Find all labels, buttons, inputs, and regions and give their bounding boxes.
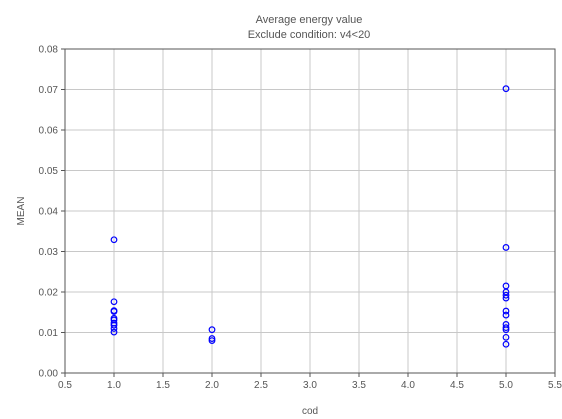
- x-tick-label: 4.5: [450, 380, 464, 391]
- data-point: [110, 298, 118, 306]
- y-tick-label: 0.05: [39, 166, 59, 177]
- grid-lines: [65, 49, 555, 373]
- y-tick-label: 0.07: [39, 85, 59, 96]
- tick-labels: 0.5 1.0 1.5 2.0 2.5 3.0 3.5 4.0 4.5 5.0 5.5 0.00 0.0…: [39, 45, 562, 392]
- data-point: [502, 294, 510, 302]
- data-point: [110, 236, 118, 244]
- data-point: [502, 244, 510, 251]
- x-axis-label: cod: [302, 406, 318, 417]
- x-tick-label: 3.5: [352, 380, 366, 391]
- data-points: [110, 85, 510, 348]
- data-point: [502, 333, 510, 341]
- data-point: [502, 311, 510, 319]
- data-point: [502, 324, 510, 332]
- data-point: [110, 308, 118, 315]
- plot-frame: [64, 48, 556, 374]
- y-tick-label: 0.02: [39, 288, 59, 299]
- y-tick-label: 0.00: [39, 369, 59, 380]
- data-point: [502, 291, 510, 299]
- x-tick-label: 0.5: [58, 380, 72, 391]
- x-tick-label: 5.5: [548, 380, 562, 391]
- data-point: [208, 337, 216, 345]
- chart-title: Average energy value: [256, 14, 363, 26]
- y-axis-label: MEAN: [16, 197, 27, 226]
- data-point: [208, 335, 216, 342]
- data-point: [110, 321, 118, 329]
- x-tick-label: 2.0: [205, 380, 219, 391]
- y-tick-label: 0.01: [39, 328, 59, 339]
- x-tick-label: 3.0: [303, 380, 317, 391]
- chart-subtitle: Exclude condition: v4<20: [248, 29, 371, 41]
- data-point: [110, 328, 118, 336]
- x-tick-label: 2.5: [254, 380, 268, 391]
- data-point: [208, 326, 216, 334]
- y-tick-label: 0.08: [39, 45, 59, 56]
- x-tick-label: 1.5: [156, 380, 170, 391]
- data-point: [502, 340, 510, 348]
- y-tick-label: 0.04: [39, 207, 59, 218]
- y-tick-label: 0.03: [39, 247, 59, 258]
- data-point: [502, 307, 510, 315]
- x-tick-label: 1.0: [107, 380, 121, 391]
- x-tick-label: 5.0: [499, 380, 513, 391]
- data-point: [110, 325, 118, 332]
- data-point: [502, 85, 510, 93]
- y-tick-label: 0.06: [39, 126, 59, 137]
- x-tick-label: 4.0: [401, 380, 415, 391]
- data-point: [502, 326, 510, 334]
